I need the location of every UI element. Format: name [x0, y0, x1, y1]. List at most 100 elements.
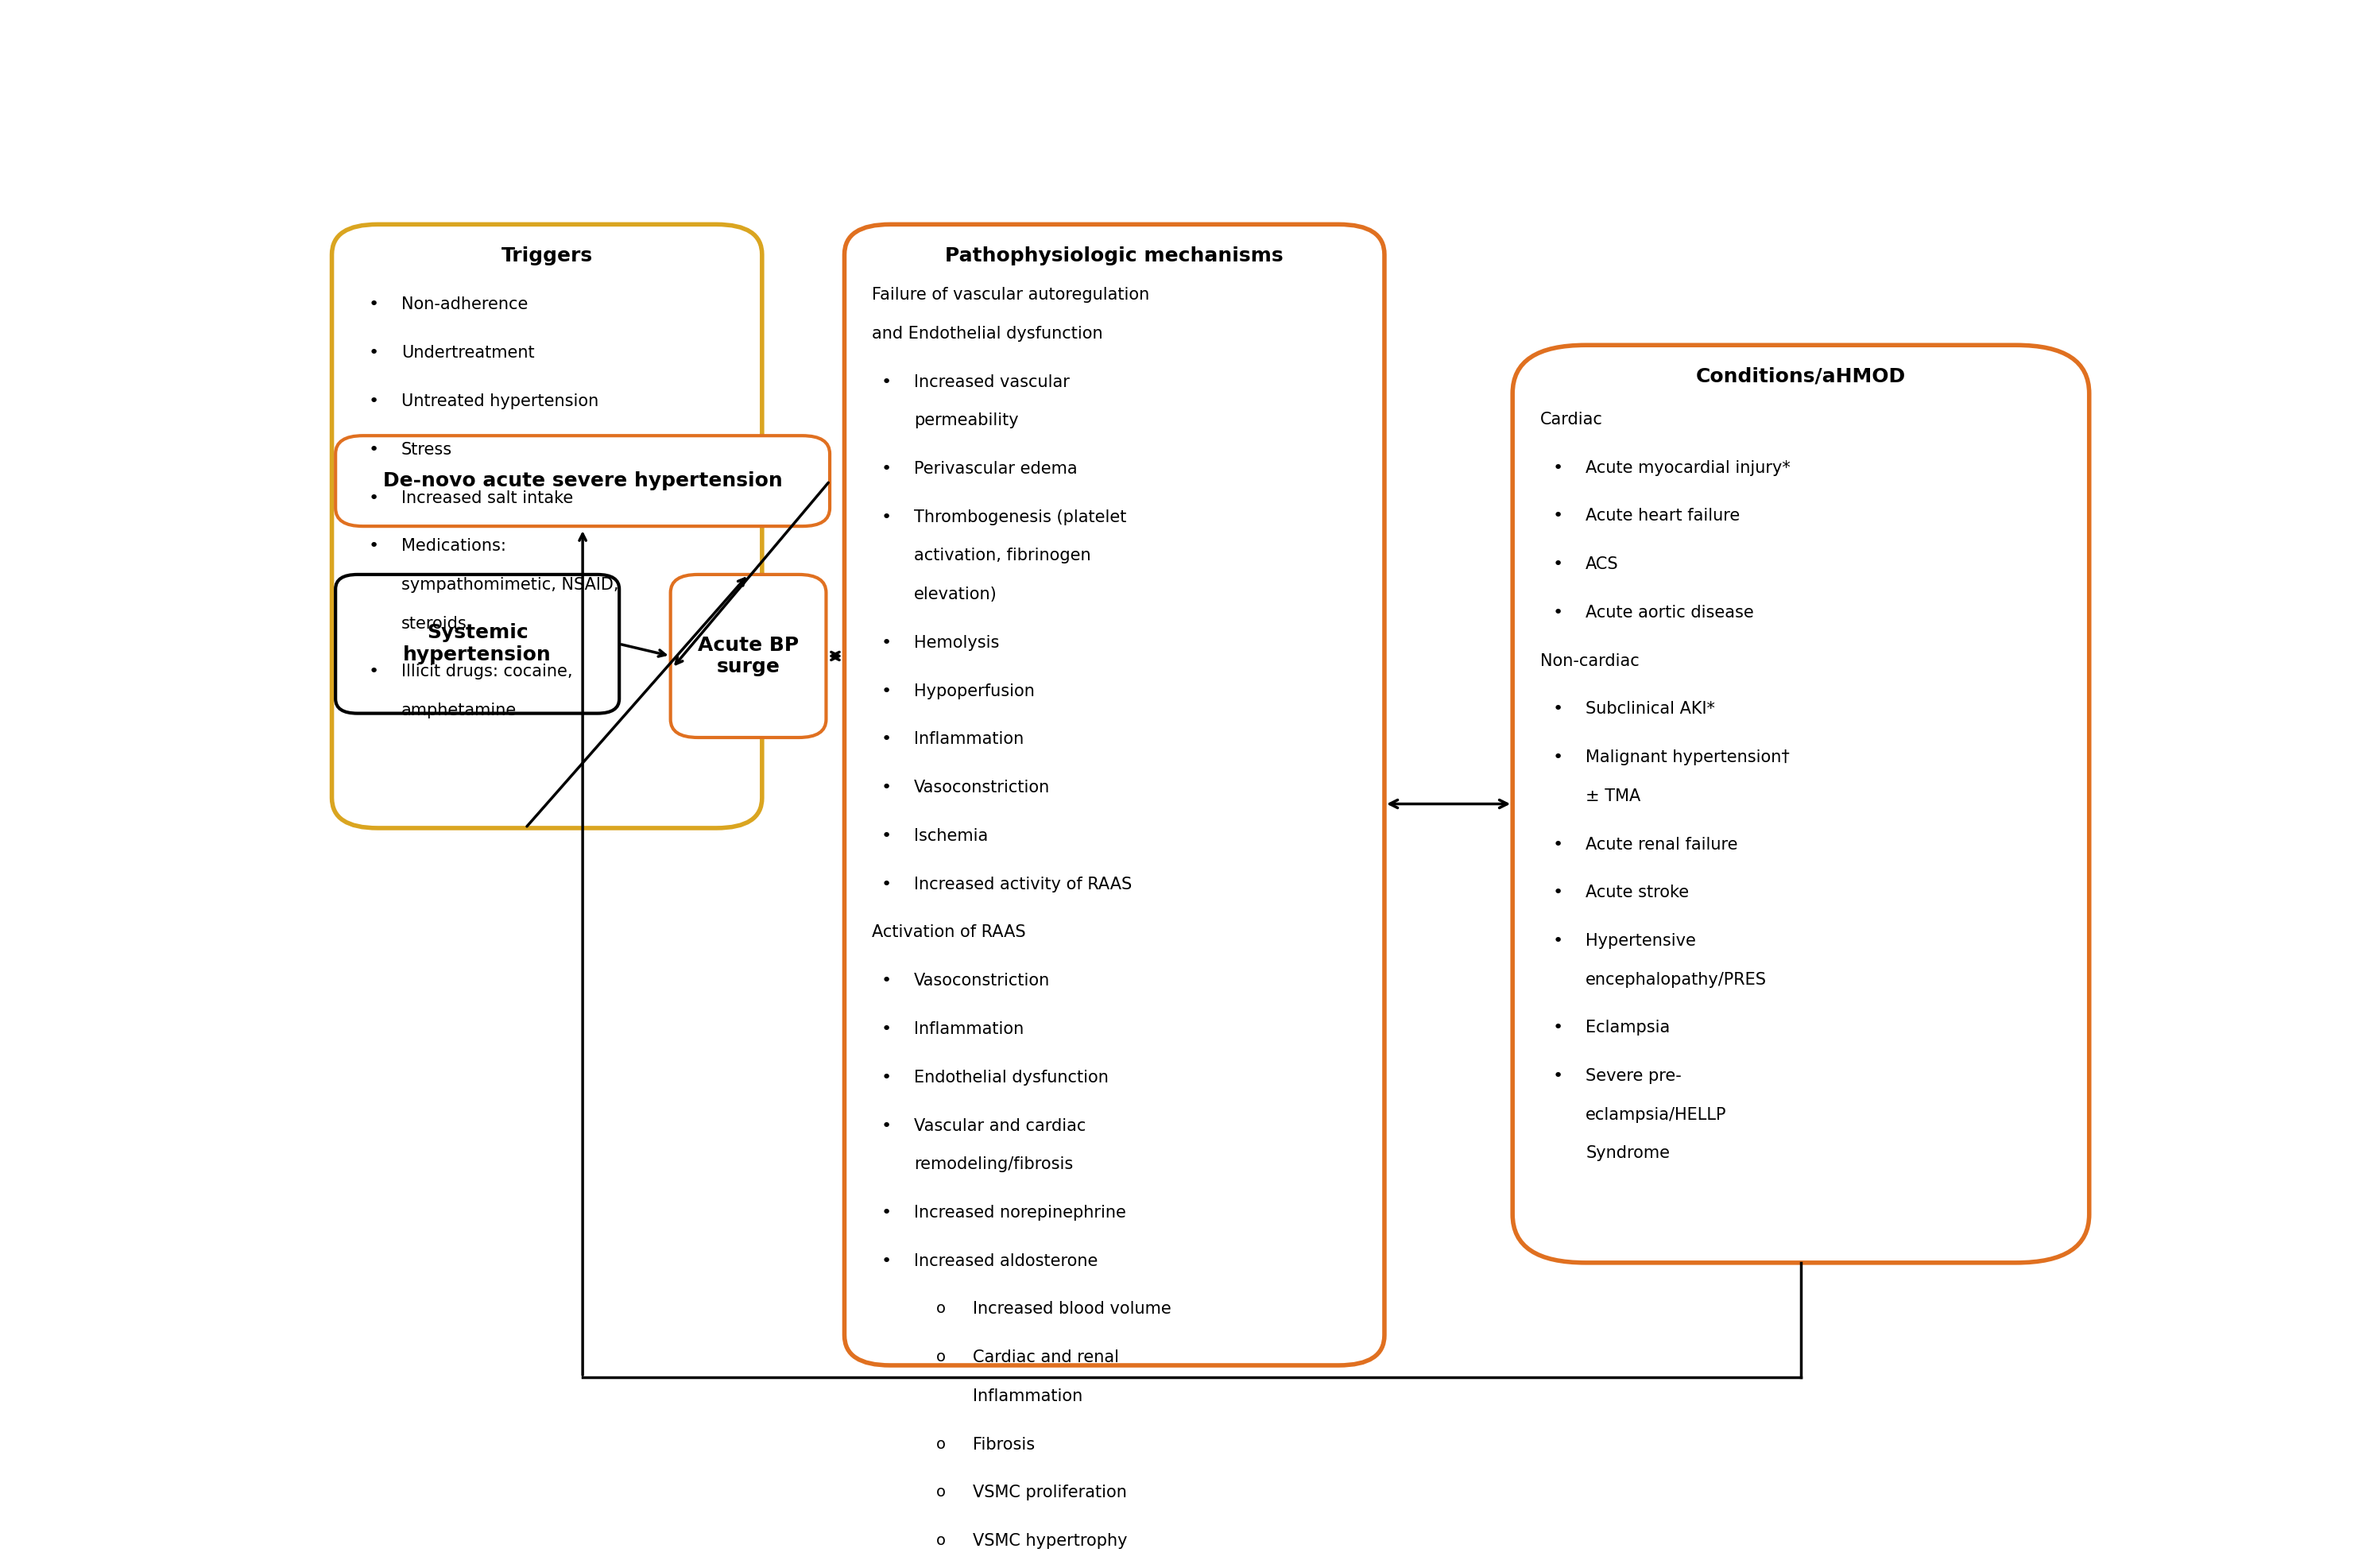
Text: Cardiac and renal: Cardiac and renal — [973, 1350, 1120, 1366]
Text: •: • — [881, 375, 890, 390]
Text: Fibrosis: Fibrosis — [973, 1436, 1035, 1452]
Text: •: • — [881, 732, 890, 748]
Text: •: • — [1552, 508, 1564, 524]
Text: Syndrome: Syndrome — [1585, 1146, 1670, 1162]
Text: Cardiac: Cardiac — [1540, 411, 1604, 428]
Text: Vascular and cardiac: Vascular and cardiac — [914, 1118, 1087, 1134]
Text: •: • — [881, 974, 890, 989]
Text: •: • — [368, 345, 378, 361]
Text: elevation): elevation) — [914, 586, 997, 602]
FancyBboxPatch shape — [335, 436, 829, 527]
Text: Vasoconstriction: Vasoconstriction — [914, 779, 1051, 795]
Text: •: • — [368, 296, 378, 312]
Text: Thrombogenesis (platelet: Thrombogenesis (platelet — [914, 510, 1127, 525]
Text: Inflammation: Inflammation — [914, 1021, 1023, 1036]
Text: •: • — [881, 1204, 890, 1220]
Text: Untreated hypertension: Untreated hypertension — [402, 394, 598, 409]
Text: activation, fibrinogen: activation, fibrinogen — [914, 547, 1091, 564]
Text: Vasoconstriction: Vasoconstriction — [914, 974, 1051, 989]
Text: Hemolysis: Hemolysis — [914, 635, 999, 651]
Text: Inflammation: Inflammation — [973, 1388, 1082, 1405]
Text: ACS: ACS — [1585, 557, 1618, 572]
Text: o: o — [935, 1301, 945, 1317]
FancyBboxPatch shape — [1512, 345, 2088, 1262]
FancyBboxPatch shape — [331, 224, 763, 828]
Text: Eclampsia: Eclampsia — [1585, 1021, 1670, 1036]
Text: Acute aortic disease: Acute aortic disease — [1585, 605, 1755, 621]
Text: Hypoperfusion: Hypoperfusion — [914, 684, 1035, 699]
Text: Increased aldosterone: Increased aldosterone — [914, 1253, 1098, 1269]
Text: o: o — [935, 1485, 945, 1501]
Text: Non-cardiac: Non-cardiac — [1540, 652, 1639, 670]
FancyBboxPatch shape — [335, 574, 619, 713]
Text: Undertreatment: Undertreatment — [402, 345, 534, 361]
Text: •: • — [1552, 1068, 1564, 1083]
Text: Triggers: Triggers — [501, 246, 593, 265]
Text: Inflammation: Inflammation — [914, 732, 1023, 748]
Text: •: • — [368, 442, 378, 458]
Text: •: • — [881, 779, 890, 795]
Text: Increased blood volume: Increased blood volume — [973, 1301, 1172, 1317]
Text: •: • — [368, 394, 378, 409]
Text: Activation of RAAS: Activation of RAAS — [872, 925, 1025, 941]
Text: Severe pre-: Severe pre- — [1585, 1068, 1682, 1083]
Text: •: • — [881, 461, 890, 477]
Text: •: • — [881, 1118, 890, 1134]
Text: Pathophysiologic mechanisms: Pathophysiologic mechanisms — [945, 246, 1283, 265]
FancyBboxPatch shape — [846, 224, 1384, 1366]
Text: Acute heart failure: Acute heart failure — [1585, 508, 1741, 524]
Text: Endothelial dysfunction: Endothelial dysfunction — [914, 1069, 1108, 1085]
Text: Perivascular edema: Perivascular edema — [914, 461, 1077, 477]
Text: •: • — [368, 538, 378, 554]
Text: encephalopathy/PRES: encephalopathy/PRES — [1585, 972, 1767, 988]
Text: Ischemia: Ischemia — [914, 828, 987, 844]
FancyBboxPatch shape — [671, 574, 827, 737]
Text: •: • — [1552, 459, 1564, 475]
Text: •: • — [1552, 701, 1564, 717]
Text: Failure of vascular autoregulation: Failure of vascular autoregulation — [872, 287, 1150, 303]
Text: ± TMA: ± TMA — [1585, 789, 1642, 804]
Text: •: • — [881, 1253, 890, 1269]
Text: •: • — [1552, 836, 1564, 853]
Text: o: o — [935, 1350, 945, 1364]
Text: VSMC proliferation: VSMC proliferation — [973, 1485, 1127, 1501]
Text: Medications:: Medications: — [402, 538, 505, 554]
Text: •: • — [1552, 605, 1564, 621]
Text: Acute BP
surge: Acute BP surge — [697, 635, 798, 677]
Text: steroids: steroids — [402, 616, 468, 632]
Text: amphetamine: amphetamine — [402, 702, 517, 718]
Text: Increased norepinephrine: Increased norepinephrine — [914, 1204, 1127, 1220]
Text: Increased salt intake: Increased salt intake — [402, 491, 574, 506]
Text: •: • — [881, 828, 890, 844]
Text: •: • — [881, 877, 890, 892]
Text: •: • — [1552, 750, 1564, 765]
Text: eclampsia/HELLP: eclampsia/HELLP — [1585, 1107, 1727, 1123]
Text: •: • — [1552, 557, 1564, 572]
Text: and Endothelial dysfunction: and Endothelial dysfunction — [872, 326, 1103, 342]
Text: Acute renal failure: Acute renal failure — [1585, 836, 1738, 853]
Text: •: • — [881, 684, 890, 699]
Text: •: • — [881, 1021, 890, 1036]
Text: Increased vascular: Increased vascular — [914, 375, 1070, 390]
Text: Illicit drugs: cocaine,: Illicit drugs: cocaine, — [402, 663, 572, 681]
Text: Non-adherence: Non-adherence — [402, 296, 529, 312]
Text: Increased activity of RAAS: Increased activity of RAAS — [914, 877, 1131, 892]
Text: remodeling/fibrosis: remodeling/fibrosis — [914, 1157, 1072, 1173]
Text: De-novo acute severe hypertension: De-novo acute severe hypertension — [383, 472, 782, 491]
Text: •: • — [881, 635, 890, 651]
Text: Hypertensive: Hypertensive — [1585, 933, 1696, 949]
Text: Systemic
hypertension: Systemic hypertension — [404, 624, 553, 665]
Text: Stress: Stress — [402, 442, 454, 458]
Text: Acute stroke: Acute stroke — [1585, 884, 1689, 900]
Text: •: • — [1552, 1021, 1564, 1036]
Text: VSMC hypertrophy: VSMC hypertrophy — [973, 1534, 1127, 1549]
Text: o: o — [935, 1534, 945, 1548]
Text: permeability: permeability — [914, 412, 1018, 428]
Text: •: • — [881, 1069, 890, 1085]
Text: Conditions/aHMOD: Conditions/aHMOD — [1696, 367, 1906, 386]
Text: •: • — [881, 510, 890, 525]
Text: Subclinical AKI*: Subclinical AKI* — [1585, 701, 1715, 717]
Text: •: • — [1552, 884, 1564, 900]
Text: o: o — [935, 1436, 945, 1452]
Text: Acute myocardial injury*: Acute myocardial injury* — [1585, 459, 1790, 475]
